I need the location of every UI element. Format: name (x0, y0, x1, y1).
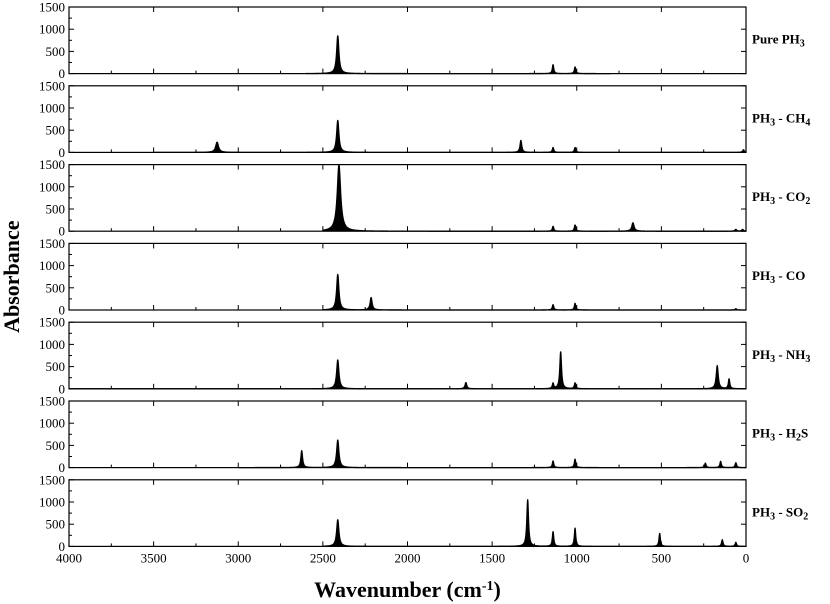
panel-label-7: PH3 - SO2 (752, 504, 808, 522)
spectrum-series-4 (322, 273, 747, 311)
spectrum-series-7 (322, 499, 747, 548)
panel-frame-2 (68, 85, 747, 154)
label-text: - SO (775, 504, 803, 519)
y-tick-label: 500 (46, 280, 66, 295)
label-text: PH (752, 110, 770, 125)
panel-label-4: PH3 - CO (752, 268, 805, 286)
label-subscript: 3 (770, 433, 775, 444)
x-axis-title-text: Wavenumber (cm (314, 577, 482, 602)
spectrum-series-5 (68, 351, 747, 390)
label-text: PH (752, 268, 770, 283)
y-tick-label: 1000 (39, 179, 65, 194)
label-subscript: 3 (770, 196, 775, 207)
panel-frame-3 (68, 164, 747, 232)
x-axis-title: Wavenumber (cm-1) (314, 577, 501, 602)
y-tick-label: 500 (46, 44, 66, 59)
y-tick-label: 500 (46, 359, 66, 374)
spectrum-series-1 (305, 35, 612, 75)
y-tick-label: 0 (59, 539, 66, 554)
y-axis-title: Absorbance (0, 220, 24, 333)
x-tick-label: 1000 (564, 550, 590, 565)
panel-frame-6 (68, 400, 747, 469)
label-text: S (801, 426, 808, 441)
spectrum-series-2 (152, 119, 747, 154)
label-subscript: 3 (805, 354, 810, 365)
label-subscript: 3 (770, 117, 775, 128)
label-subscript: 4 (805, 117, 810, 128)
y-tick-label: 1500 (39, 394, 65, 409)
label-text: - H (775, 426, 796, 441)
label-subscript: 3 (770, 275, 775, 286)
label-subscript: 2 (805, 196, 810, 207)
label-text: PH (752, 189, 770, 204)
y-tick-label: 0 (59, 66, 66, 81)
y-tick-label: 0 (59, 303, 66, 318)
x-tick-label: 2000 (395, 550, 421, 565)
y-tick-label: 1000 (39, 495, 65, 510)
label-text: - CO (775, 268, 805, 283)
y-tick-label: 1500 (39, 0, 65, 15)
y-tick-label: 1000 (39, 337, 65, 352)
x-tick-label: 500 (652, 550, 672, 565)
label-subscript: 2 (803, 511, 808, 522)
label-subscript: 3 (770, 354, 775, 365)
label-subscript: 3 (800, 39, 805, 50)
y-tick-label: 0 (59, 381, 66, 396)
y-tick-label: 500 (46, 517, 66, 532)
y-tick-label: 1000 (39, 258, 65, 273)
panel-label-6: PH3 - H2S (752, 426, 808, 444)
label-text: - NH (775, 347, 805, 362)
panel-label-2: PH3 - CH4 (752, 110, 810, 128)
x-axis-title-close: ) (493, 577, 500, 602)
x-tick-label: 3000 (225, 550, 251, 565)
panel-label-5: PH3 - NH3 (752, 347, 810, 365)
y-tick-label: 0 (59, 145, 66, 160)
label-text: Pure PH (752, 32, 800, 47)
y-tick-label: 500 (46, 123, 66, 138)
y-tick-label: 1500 (39, 78, 65, 93)
label-subscript: 3 (770, 511, 775, 522)
x-tick-label: 3500 (141, 550, 167, 565)
x-axis-title-superscript: -1 (482, 579, 494, 594)
x-tick-label: 4000 (56, 550, 82, 565)
spectrum-series-3 (322, 163, 747, 232)
label-text: PH (752, 347, 770, 362)
y-tick-label: 1500 (39, 472, 65, 487)
panel-label-3: PH3 - CO2 (752, 189, 810, 207)
panel-frame-7 (68, 479, 747, 547)
y-tick-label: 1000 (39, 416, 65, 431)
y-tick-label: 1000 (39, 22, 65, 37)
panel-frame-4 (68, 242, 747, 311)
y-tick-label: 1500 (39, 157, 65, 172)
panel-frame-1 (68, 6, 747, 75)
y-tick-label: 0 (59, 224, 66, 239)
y-tick-label: 1500 (39, 236, 65, 251)
y-tick-label: 500 (46, 438, 66, 453)
y-tick-label: 1000 (39, 101, 65, 116)
y-tick-label: 1500 (39, 315, 65, 330)
y-tick-label: 0 (59, 460, 66, 475)
label-text: - CH (775, 110, 805, 125)
label-text: PH (752, 426, 770, 441)
label-subscript: 2 (796, 433, 801, 444)
x-tick-label: 1500 (479, 550, 505, 565)
label-text: PH (752, 504, 770, 519)
x-tick-label: 2500 (310, 550, 336, 565)
panel-frame-5 (68, 321, 747, 390)
y-tick-label: 500 (46, 202, 66, 217)
x-tick-label: 0 (743, 550, 750, 565)
panel-label-1: Pure PH3 (752, 32, 805, 50)
label-text: - CO (775, 189, 805, 204)
